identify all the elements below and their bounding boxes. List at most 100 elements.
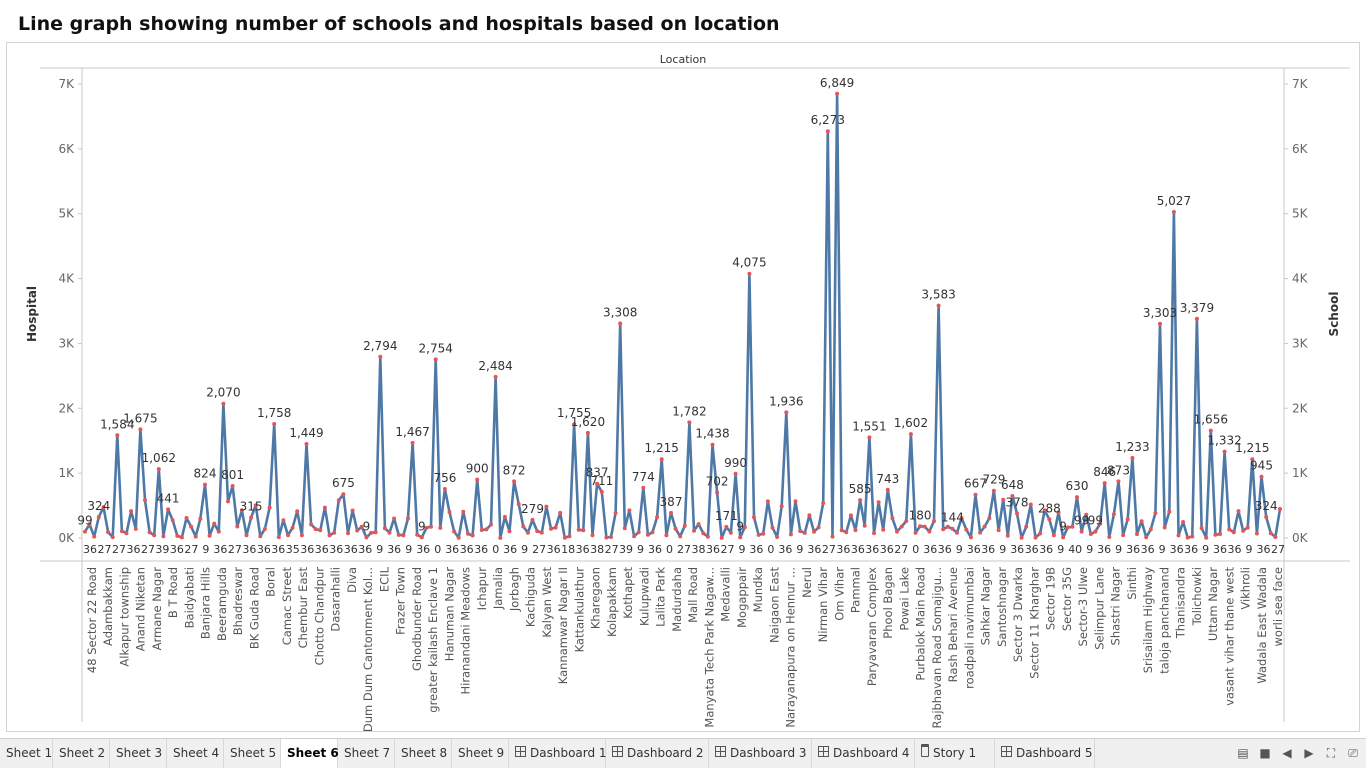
data-point[interactable] xyxy=(1130,456,1135,460)
data-point[interactable] xyxy=(756,532,761,537)
data-point[interactable] xyxy=(784,410,789,415)
data-point[interactable] xyxy=(659,457,664,462)
data-point[interactable] xyxy=(429,524,433,529)
data-point[interactable] xyxy=(549,526,553,531)
data-point[interactable] xyxy=(378,354,383,359)
data-point[interactable] xyxy=(609,535,613,539)
data-point[interactable] xyxy=(1259,474,1264,479)
data-point[interactable] xyxy=(1079,529,1084,534)
data-point[interactable] xyxy=(655,515,660,520)
data-point[interactable] xyxy=(779,504,784,509)
data-point[interactable] xyxy=(705,534,710,539)
data-point[interactable] xyxy=(765,499,770,504)
data-point[interactable] xyxy=(203,482,207,487)
data-point[interactable] xyxy=(1231,530,1236,535)
data-point[interactable] xyxy=(1144,535,1149,540)
data-point[interactable] xyxy=(332,530,337,535)
data-point[interactable] xyxy=(1273,535,1278,539)
data-point[interactable] xyxy=(1098,521,1103,526)
data-point[interactable] xyxy=(1158,321,1162,326)
data-point[interactable] xyxy=(1148,527,1153,532)
data-point[interactable] xyxy=(249,515,254,520)
data-point[interactable] xyxy=(309,522,314,527)
data-point[interactable] xyxy=(498,535,503,540)
data-point[interactable] xyxy=(761,531,766,536)
data-point[interactable] xyxy=(1010,494,1015,498)
data-point[interactable] xyxy=(724,524,729,529)
data-point[interactable] xyxy=(1213,532,1218,537)
data-point[interactable] xyxy=(669,510,673,515)
data-point[interactable] xyxy=(521,524,526,529)
data-point[interactable] xyxy=(1111,512,1116,517)
data-point[interactable] xyxy=(327,533,332,538)
data-point[interactable] xyxy=(341,492,346,497)
filmstrip-view-icon[interactable]: ▤ xyxy=(1237,746,1249,760)
data-point[interactable] xyxy=(1093,529,1098,534)
data-point[interactable] xyxy=(1190,534,1195,539)
data-point[interactable] xyxy=(235,524,240,529)
data-point[interactable] xyxy=(438,525,443,530)
data-point[interactable] xyxy=(802,530,807,535)
data-point[interactable] xyxy=(410,440,415,445)
data-point[interactable] xyxy=(336,498,341,503)
data-point[interactable] xyxy=(664,533,669,538)
data-point[interactable] xyxy=(470,533,475,538)
data-point[interactable] xyxy=(452,529,457,534)
data-point[interactable] xyxy=(392,516,397,521)
data-point[interactable] xyxy=(96,515,101,519)
data-point[interactable] xyxy=(198,516,203,521)
data-point[interactable] xyxy=(276,535,281,540)
data-point[interactable] xyxy=(1241,528,1246,533)
data-point[interactable] xyxy=(1121,533,1126,538)
data-point[interactable] xyxy=(973,492,978,497)
tab-story-1[interactable]: Story 1 xyxy=(915,739,995,768)
data-point[interactable] xyxy=(530,517,535,522)
data-point[interactable] xyxy=(696,522,701,527)
data-point[interactable] xyxy=(152,533,157,538)
data-point[interactable] xyxy=(1171,210,1176,214)
data-point[interactable] xyxy=(932,519,936,524)
data-point[interactable] xyxy=(1250,457,1255,462)
data-point[interactable] xyxy=(964,527,969,532)
data-point[interactable] xyxy=(110,535,115,540)
data-point[interactable] xyxy=(106,530,111,535)
data-point[interactable] xyxy=(502,514,507,519)
data-point[interactable] xyxy=(872,531,876,536)
data-point[interactable] xyxy=(1181,520,1186,524)
data-point[interactable] xyxy=(581,528,586,533)
data-point[interactable] xyxy=(489,522,493,527)
data-point[interactable] xyxy=(286,533,290,538)
data-point[interactable] xyxy=(1033,535,1038,540)
data-point[interactable] xyxy=(406,516,410,521)
data-point[interactable] xyxy=(867,435,872,440)
data-point[interactable] xyxy=(1204,535,1209,540)
tab-sheet-1[interactable]: Sheet 1 xyxy=(0,739,53,768)
data-point[interactable] xyxy=(701,531,706,536)
data-point[interactable] xyxy=(941,527,946,532)
data-point[interactable] xyxy=(456,535,461,540)
data-point[interactable] xyxy=(1116,479,1121,484)
data-point[interactable] xyxy=(535,529,540,534)
data-point[interactable] xyxy=(239,508,244,513)
data-point[interactable] xyxy=(1047,517,1052,522)
data-point[interactable] xyxy=(189,524,194,529)
data-point[interactable] xyxy=(382,526,387,531)
data-point[interactable] xyxy=(1185,535,1190,540)
data-point[interactable] xyxy=(1042,508,1047,513)
data-point[interactable] xyxy=(1194,316,1199,321)
data-point[interactable] xyxy=(959,516,964,520)
data-point[interactable] xyxy=(885,487,890,492)
data-point[interactable] xyxy=(295,509,300,514)
data-point[interactable] xyxy=(161,534,166,539)
next-sheet-icon[interactable]: ▶ xyxy=(1304,746,1314,760)
data-point[interactable] xyxy=(466,531,470,536)
data-point[interactable] xyxy=(945,524,950,529)
tab-sheet-7[interactable]: Sheet 7 xyxy=(338,739,395,768)
data-point[interactable] xyxy=(742,525,747,530)
tab-sheet-6[interactable]: Sheet 6 xyxy=(281,739,339,768)
data-point[interactable] xyxy=(585,430,590,435)
data-point[interactable] xyxy=(1084,512,1089,517)
data-point[interactable] xyxy=(442,487,447,491)
data-point[interactable] xyxy=(558,510,563,515)
tab-dashboard-1[interactable]: Dashboard 1 xyxy=(509,739,607,768)
